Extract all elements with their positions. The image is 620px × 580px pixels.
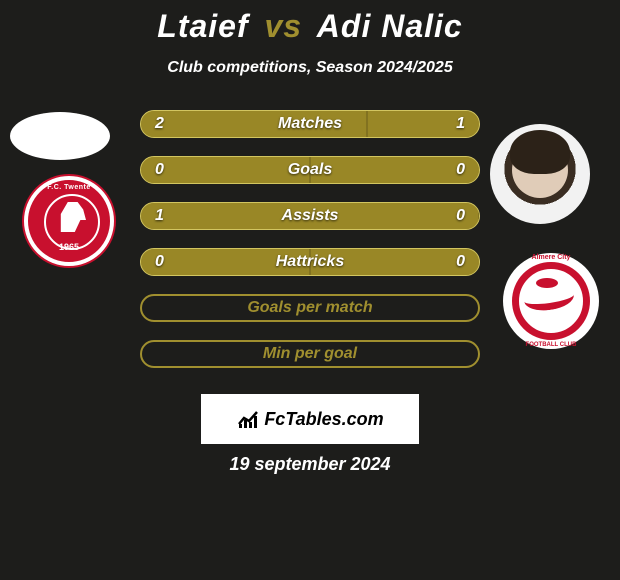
watermark-text: FcTables.com [264, 409, 383, 430]
club-right-sub: FOOTBALL CLUB [506, 342, 596, 348]
watermark: FcTables.com [201, 394, 419, 444]
stat-bar-matches: 21Matches [140, 110, 480, 138]
player-right-avatar [490, 124, 590, 224]
player-left-name: Ltaief [157, 8, 248, 44]
bar-label: Min per goal [142, 345, 478, 363]
date: 19 september 2024 [0, 454, 620, 475]
bar-fill-right [478, 203, 479, 229]
bar-fill-left [141, 111, 367, 137]
stats-chart: 21Matches 00Goals 10Assists 00Hattricks Goal… [140, 110, 480, 386]
stat-bar-goals-per-match: Goals per match [140, 294, 480, 322]
bar-fill-left [141, 249, 310, 275]
club-right-halo-icon [536, 278, 558, 288]
bar-label: Goals per match [142, 299, 478, 317]
club-left-badge: F.C. Twente 1965 [24, 176, 114, 266]
club-right-badge: Almere City FOOTBALL CLUB [506, 256, 596, 346]
stat-bar-goals: 00Goals [140, 156, 480, 184]
bar-fill-right [367, 111, 479, 137]
bar-fill-right [310, 249, 479, 275]
vs-separator: vs [265, 8, 303, 44]
stat-bar-assists: 10Assists [140, 202, 480, 230]
club-right-name: Almere City [506, 254, 596, 261]
player-right-name: Adi Nalic [317, 8, 463, 44]
subtitle: Club competitions, Season 2024/2025 [0, 59, 620, 77]
stat-bar-hattricks: 00Hattricks [140, 248, 480, 276]
bar-fill-right [310, 157, 479, 183]
club-left-year: 1965 [28, 242, 110, 252]
chart-icon [236, 407, 260, 431]
player-left-avatar [10, 112, 110, 160]
club-left-name: F.C. Twente [28, 184, 110, 191]
comparison-title: Ltaief vs Adi Nalic [0, 0, 620, 45]
stat-bar-min-per-goal: Min per goal [140, 340, 480, 368]
bar-fill-left [141, 157, 310, 183]
bar-fill-left [141, 203, 479, 229]
